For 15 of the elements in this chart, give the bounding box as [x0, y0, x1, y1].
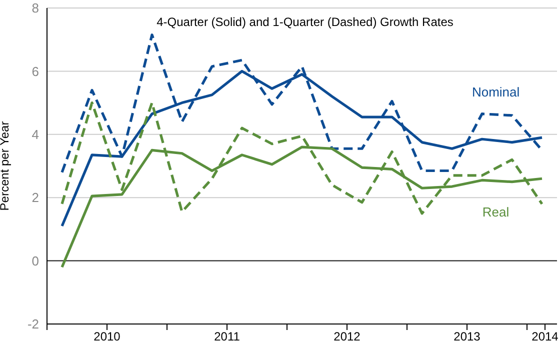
- x-tick-label: 2014: [532, 330, 559, 344]
- x-tick-label: 2012: [334, 330, 361, 344]
- y-tick-label: 2: [32, 190, 39, 206]
- series-label: Real: [482, 204, 510, 220]
- x-tick-label: 2013: [454, 330, 481, 344]
- text: 4-Quarter (Solid) and 1-Quarter (Dashed) Growth Rates: [156, 15, 454, 29]
- x-tick-label: 2010: [94, 330, 121, 344]
- y-tick-label: -2: [27, 316, 39, 332]
- y-tick-label: 0: [32, 253, 39, 268]
- text: Nominal: [472, 84, 520, 100]
- y-tick-label: 4: [32, 127, 39, 142]
- x-tick-label: 2011: [214, 330, 240, 344]
- y-axis-title: Percent per Year: [0, 121, 12, 211]
- y-tick-label: 8: [32, 0, 39, 16]
- y-tick-label: 6: [32, 64, 39, 79]
